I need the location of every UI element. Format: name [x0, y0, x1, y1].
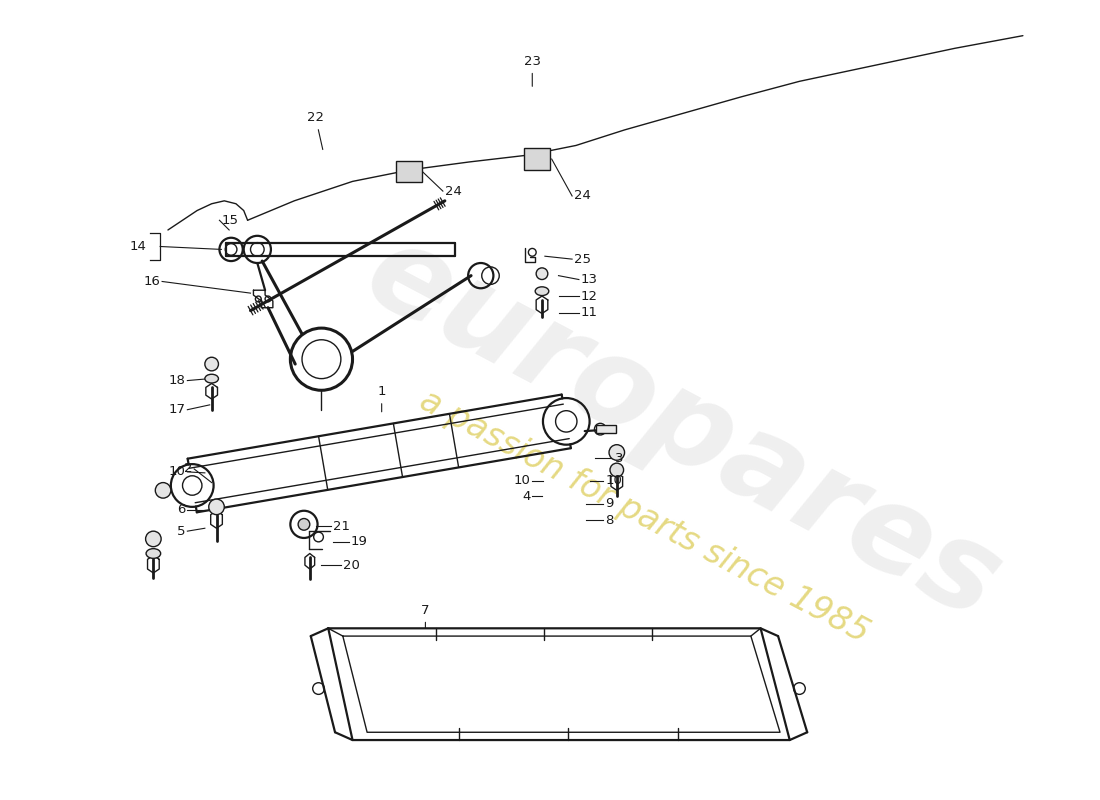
Text: 15: 15: [221, 214, 239, 226]
Bar: [525, 148, 550, 170]
Text: 23: 23: [524, 55, 541, 86]
Text: 10: 10: [605, 474, 621, 487]
Circle shape: [145, 531, 161, 546]
Circle shape: [609, 445, 625, 460]
Text: 11: 11: [581, 306, 597, 319]
Circle shape: [298, 518, 310, 530]
Bar: [396, 161, 421, 182]
Text: 24: 24: [444, 185, 462, 198]
Text: 9: 9: [605, 498, 614, 510]
Bar: [596, 426, 616, 433]
Text: europares: europares: [346, 213, 1020, 645]
Circle shape: [209, 499, 224, 514]
Text: 10: 10: [514, 474, 530, 487]
Circle shape: [610, 463, 624, 477]
Text: 5: 5: [177, 525, 186, 538]
Text: 1: 1: [377, 385, 386, 412]
Text: 24: 24: [574, 190, 591, 202]
Text: 17: 17: [168, 403, 186, 416]
Text: 6: 6: [177, 503, 186, 516]
Text: 2: 2: [184, 462, 192, 475]
Ellipse shape: [146, 549, 161, 558]
Text: 19: 19: [351, 535, 367, 548]
Text: 7: 7: [421, 604, 430, 629]
Text: 3: 3: [615, 452, 624, 465]
Circle shape: [205, 358, 219, 371]
Text: 14: 14: [130, 240, 146, 253]
Text: 20: 20: [343, 558, 360, 572]
Ellipse shape: [205, 374, 219, 383]
Text: 4: 4: [522, 490, 530, 502]
Text: 21: 21: [333, 520, 350, 533]
Text: 25: 25: [574, 253, 591, 266]
Text: 22: 22: [307, 111, 324, 150]
Text: a passion for parts since 1985: a passion for parts since 1985: [414, 384, 874, 650]
Text: 16: 16: [143, 275, 161, 288]
Text: 8: 8: [605, 514, 614, 527]
Ellipse shape: [536, 287, 549, 295]
Text: 13: 13: [581, 273, 597, 286]
Text: 18: 18: [168, 374, 186, 387]
Circle shape: [536, 268, 548, 279]
Text: 12: 12: [581, 290, 597, 302]
Circle shape: [155, 482, 170, 498]
Text: 10: 10: [168, 466, 186, 478]
